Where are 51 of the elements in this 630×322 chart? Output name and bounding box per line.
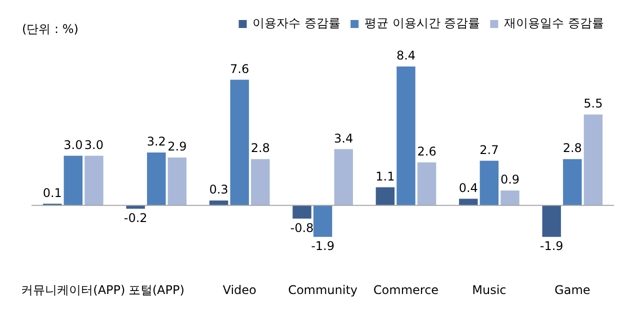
bar: [334, 149, 353, 206]
bar: [480, 160, 499, 206]
bar: [292, 205, 312, 219]
data-label: 3.0: [64, 138, 83, 152]
bar: [64, 156, 83, 206]
data-label: 7.6: [230, 62, 250, 76]
data-label: 2.8: [250, 141, 270, 156]
data-label: 5.5: [584, 96, 603, 111]
data-label: 0.4: [458, 180, 478, 195]
data-label: 3.2: [146, 134, 166, 149]
data-label: 8.4: [396, 48, 416, 63]
data-label: 0.3: [209, 182, 228, 197]
bar: [584, 114, 603, 206]
text: (단위 : %): [22, 22, 78, 36]
x-tick-label: Video: [222, 282, 256, 297]
bar: [376, 187, 395, 206]
bar: [396, 66, 416, 206]
x-tick-label: Music: [472, 282, 506, 297]
legend-label: 재이용일수 증감률: [504, 16, 604, 30]
data-label: 1.1: [376, 169, 395, 184]
bar: [84, 156, 104, 206]
legend-label: 평균 이용시간 증감률: [364, 16, 480, 30]
bar: [209, 200, 228, 206]
x-tick-label: Community: [288, 282, 358, 297]
data-label: -1.9: [311, 238, 334, 253]
x-tick-label: 커뮤니케이터(APP): [21, 282, 126, 297]
bar: [251, 159, 270, 206]
data-label: 2.7: [480, 142, 499, 157]
data-label: 2.8: [562, 141, 582, 156]
data-label: 2.9: [168, 140, 187, 154]
data-label: 0.9: [500, 172, 520, 187]
data-label: 2.6: [417, 144, 436, 159]
bar: [542, 205, 561, 237]
x-tick-label: 포털(APP): [128, 282, 184, 297]
bar: [417, 162, 436, 206]
bar: [313, 205, 332, 237]
data-label: 3.0: [84, 138, 104, 152]
data-label: -1.9: [540, 238, 564, 253]
legend-label: 이용자수 증감률: [252, 16, 341, 30]
bar: [459, 198, 478, 206]
data-label: 0.1: [42, 186, 62, 200]
x-tick-label: Game: [554, 282, 590, 297]
bar: [147, 152, 166, 206]
bar: [563, 159, 582, 206]
bar: [230, 80, 249, 206]
data-label: -0.8: [290, 220, 314, 235]
data-label: -0.2: [124, 210, 148, 225]
bar: [168, 157, 187, 206]
x-tick-label: Commerce: [373, 282, 439, 297]
bar: [500, 190, 520, 206]
data-label: 3.4: [334, 131, 354, 146]
